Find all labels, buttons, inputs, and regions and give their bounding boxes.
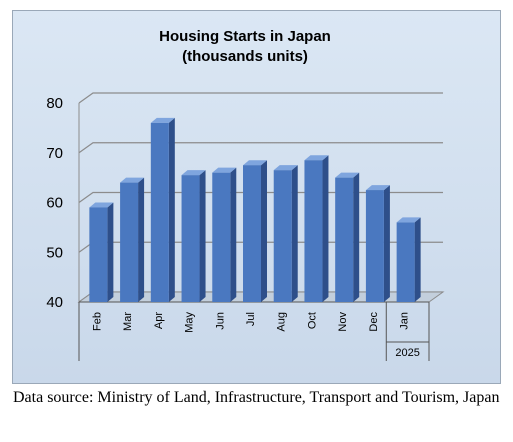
bar-front xyxy=(396,222,415,302)
chart-title-line-1: Housing Starts in Japan xyxy=(159,28,331,45)
bar-front xyxy=(212,172,231,302)
bar-side xyxy=(107,202,114,302)
y-tick-label: 80 xyxy=(46,95,63,112)
bar xyxy=(365,185,390,302)
bar-top xyxy=(304,155,329,161)
bar-top xyxy=(365,185,390,191)
bar xyxy=(273,165,298,302)
bar xyxy=(335,172,360,302)
bar-front xyxy=(304,160,323,302)
x-tick-label: Apr xyxy=(153,312,165,329)
bar-side xyxy=(383,185,390,302)
bar-side xyxy=(199,170,206,302)
bar xyxy=(89,202,114,302)
bar-top xyxy=(181,170,206,176)
bar-top xyxy=(243,160,267,166)
x-tick-label: Nov xyxy=(337,312,349,332)
bar xyxy=(181,170,206,302)
x-tick-label: Jun xyxy=(214,312,226,330)
bar xyxy=(304,155,329,302)
y-tick-label: 70 xyxy=(46,145,63,162)
bar xyxy=(212,167,237,302)
bars xyxy=(89,117,421,303)
bar-top xyxy=(89,202,114,208)
data-source-note: Data source: Ministry of Land, Infrastru… xyxy=(13,389,500,406)
bar xyxy=(396,217,421,302)
bar-front xyxy=(181,175,200,302)
bar-side xyxy=(138,177,145,302)
bar-side xyxy=(322,155,329,302)
y-tick-label: 50 xyxy=(46,244,63,261)
bar-front xyxy=(243,165,261,302)
bar-side xyxy=(353,172,360,302)
x-tick-label: Mar xyxy=(122,312,134,331)
y-tick-label: 40 xyxy=(46,294,63,311)
bar-top xyxy=(150,117,175,123)
bar-front xyxy=(365,190,384,302)
x-tick-label: Jan xyxy=(399,312,411,330)
gridline xyxy=(78,92,443,104)
y-tick-label: 60 xyxy=(46,195,63,212)
bar-side xyxy=(291,165,298,302)
bar-top xyxy=(335,172,360,178)
x-tick-label: Oct xyxy=(306,312,318,329)
bar xyxy=(120,177,145,302)
chart-title-line-2: (thousands units) xyxy=(182,48,308,65)
bar-chart: Housing Starts in Japan (thousands units… xyxy=(46,28,445,361)
bar-side xyxy=(230,167,237,302)
bar-front xyxy=(273,170,292,302)
bar-top xyxy=(120,177,145,183)
bar-side xyxy=(261,160,267,302)
year-label: 2025 xyxy=(395,347,419,359)
bar xyxy=(150,117,175,303)
bar-top xyxy=(396,217,421,223)
bar xyxy=(243,160,267,302)
bar-side xyxy=(168,117,175,303)
bar-top xyxy=(273,165,298,171)
x-tick-label: Feb xyxy=(91,312,103,331)
bar-front xyxy=(335,177,354,302)
x-tick-label: Dec xyxy=(368,312,380,332)
x-tick-label: May xyxy=(184,312,196,333)
bar-top xyxy=(212,167,237,173)
bar-front xyxy=(150,122,169,303)
tick-labels: 40 50 60 70 80 Feb Mar Apr May Jun Jul Aug Oct Nov Dec… xyxy=(46,95,420,359)
bar-front xyxy=(89,207,108,302)
x-tick-label: Aug xyxy=(276,312,288,332)
chart-frame: Housing Starts in Japan (thousands units… xyxy=(12,10,501,384)
bar-side xyxy=(414,217,421,302)
gridline xyxy=(78,142,443,154)
x-tick-label: Jul xyxy=(245,312,257,326)
bar-front xyxy=(120,182,139,302)
